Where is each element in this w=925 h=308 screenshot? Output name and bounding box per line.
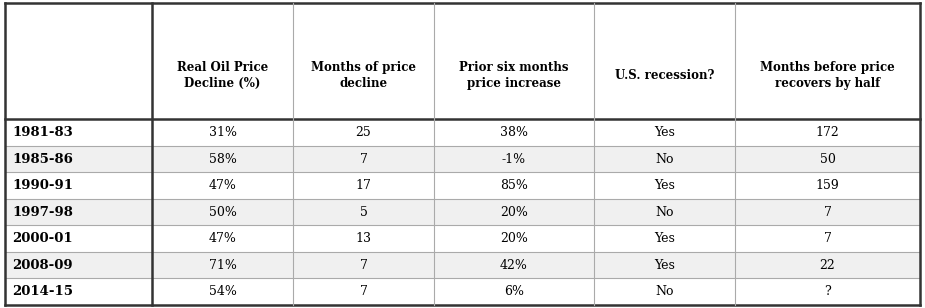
Text: Yes: Yes <box>654 232 674 245</box>
Text: 50: 50 <box>820 152 835 166</box>
Text: 7: 7 <box>360 152 367 166</box>
Text: No: No <box>655 206 673 219</box>
Text: Yes: Yes <box>654 259 674 272</box>
Text: 1990-91: 1990-91 <box>12 179 73 192</box>
Bar <box>5 172 920 199</box>
Text: Real Oil Price
Decline (%): Real Oil Price Decline (%) <box>177 61 268 90</box>
Text: 22: 22 <box>820 259 835 272</box>
Text: 71%: 71% <box>209 259 237 272</box>
Text: Months of price
decline: Months of price decline <box>311 61 416 90</box>
Text: Yes: Yes <box>654 126 674 139</box>
Text: 2000-01: 2000-01 <box>12 232 72 245</box>
Text: 58%: 58% <box>209 152 237 166</box>
Text: Months before price
recovers by half: Months before price recovers by half <box>760 61 895 90</box>
Text: -1%: -1% <box>502 152 526 166</box>
Bar <box>5 278 920 305</box>
Text: Prior six months
price increase: Prior six months price increase <box>459 61 569 90</box>
Text: U.S. recession?: U.S. recession? <box>614 69 714 82</box>
Text: 85%: 85% <box>500 179 528 192</box>
Text: 1981-83: 1981-83 <box>12 126 73 139</box>
Text: 20%: 20% <box>500 232 528 245</box>
Text: No: No <box>655 152 673 166</box>
Text: 1985-86: 1985-86 <box>12 152 73 166</box>
Bar <box>5 119 920 146</box>
Text: 6%: 6% <box>504 285 524 298</box>
Text: 7: 7 <box>823 206 832 219</box>
Text: ?: ? <box>824 285 831 298</box>
Text: 31%: 31% <box>209 126 237 139</box>
Text: 25: 25 <box>355 126 371 139</box>
Text: 54%: 54% <box>209 285 237 298</box>
Text: 13: 13 <box>355 232 372 245</box>
Bar <box>5 225 920 252</box>
Text: 50%: 50% <box>209 206 237 219</box>
Text: 7: 7 <box>360 259 367 272</box>
Text: 42%: 42% <box>500 259 528 272</box>
Text: 47%: 47% <box>209 232 237 245</box>
Text: 1997-98: 1997-98 <box>12 206 73 219</box>
Text: 7: 7 <box>823 232 832 245</box>
Text: 5: 5 <box>360 206 367 219</box>
Text: 2008-09: 2008-09 <box>12 259 72 272</box>
Text: 172: 172 <box>816 126 840 139</box>
Text: Yes: Yes <box>654 179 674 192</box>
Bar <box>5 199 920 225</box>
Text: 38%: 38% <box>500 126 528 139</box>
Text: 2014-15: 2014-15 <box>12 285 73 298</box>
Text: 47%: 47% <box>209 179 237 192</box>
Bar <box>5 146 920 172</box>
Text: 159: 159 <box>816 179 840 192</box>
Text: No: No <box>655 285 673 298</box>
Text: 17: 17 <box>355 179 372 192</box>
Text: 20%: 20% <box>500 206 528 219</box>
Bar <box>5 252 920 278</box>
Text: 7: 7 <box>360 285 367 298</box>
